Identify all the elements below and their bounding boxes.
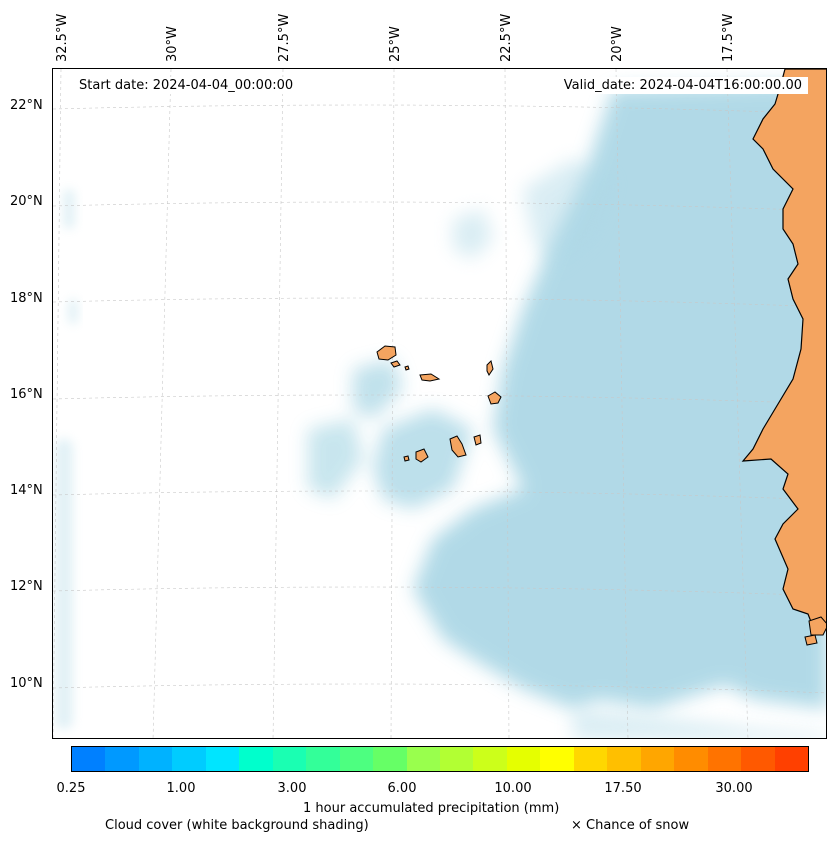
colorbar-segment-8 [339,747,374,771]
cloud-cover-edge [453,159,826,738]
colorbar-segment-12 [473,747,507,771]
lat-label-14n: 14°N [10,483,43,498]
island-santo-antao [376,345,397,361]
start-date-label: Start date: 2024-04-04_00:00:00 [73,77,300,94]
lat-label-18n: 18°N [10,291,43,306]
colorbar-tick-0-25: 0.25 [56,781,86,796]
lon-label-20w: 20°W [610,26,625,62]
colorbar-segment-2 [138,747,173,771]
cloud-haze-left [55,189,78,729]
map-canvas [53,69,826,738]
lat-label-12n: 12°N [10,579,43,594]
island-sal [486,360,494,376]
colorbar-segment-13 [506,747,541,771]
island-santiago [449,435,467,458]
lon-label-27-5w: 27.5°W [277,13,292,62]
island-boa-vista [487,391,502,405]
colorbar-segment-0 [72,747,106,771]
lon-label-22-5w: 22.5°W [499,13,514,62]
precipitation-colorbar [71,746,809,772]
colorbar-segment-3 [172,747,206,771]
lat-label-16n: 16°N [10,387,43,402]
colorbar-segment-16 [607,747,641,771]
lat-label-10n: 10°N [10,676,43,691]
island-sao-vicente [390,360,401,368]
colorbar-segment-11 [439,747,474,771]
colorbar-segment-9 [373,747,407,771]
africa-mainland [741,69,826,630]
island-santa-luzia [404,365,410,371]
colorbar-segment-10 [406,747,440,771]
colorbar-segment-21 [774,747,808,771]
colorbar-segment-6 [272,747,307,771]
colorbar-tick-30-00: 30.00 [715,781,753,796]
colorbar-segment-7 [306,747,340,771]
island-brava [403,455,410,462]
colorbar-segment-5 [239,747,273,771]
colorbar-tick-6-00: 6.00 [387,781,417,796]
colorbar-label: 1 hour accumulated precipitation (mm) [303,801,560,816]
colorbar-segment-14 [540,747,574,771]
island-fogo [415,448,429,463]
colorbar-segment-19 [707,747,742,771]
colorbar-tick-1-00: 1.00 [166,781,196,796]
lon-label-30w: 30°W [165,26,180,62]
colorbar-segment-1 [105,747,139,771]
lon-label-32-5w: 32.5°W [55,13,70,62]
cloud-cover-legend: Cloud cover (white background shading) [105,818,369,833]
colorbar-segment-15 [573,747,608,771]
colorbar-segment-4 [205,747,240,771]
colorbar-segment-20 [741,747,775,771]
colorbar-tick-3-00: 3.00 [277,781,307,796]
graticule [53,69,826,738]
coastal-islet [804,634,818,646]
lon-label-25w: 25°W [388,26,403,62]
lon-label-17-5w: 17.5°W [721,13,736,62]
map-panel: Start date: 2024-04-04_00:00:00 Valid_da… [52,68,827,739]
colorbar-tick-17-50: 17.50 [604,781,642,796]
colorbar-tick-10-00: 10.00 [494,781,532,796]
colorbar-segment-18 [674,747,708,771]
bijagos-islands [808,616,826,636]
valid-date-label: Valid_date: 2024-04-04T16:00:00.00 [557,77,808,94]
island-maio [473,434,482,446]
lat-label-22n: 22°N [10,98,43,113]
colorbar-segment-17 [640,747,675,771]
lat-label-20n: 20°N [10,194,43,209]
island-sao-nicolau [419,373,441,382]
snow-legend: × Chance of snow [571,818,690,833]
